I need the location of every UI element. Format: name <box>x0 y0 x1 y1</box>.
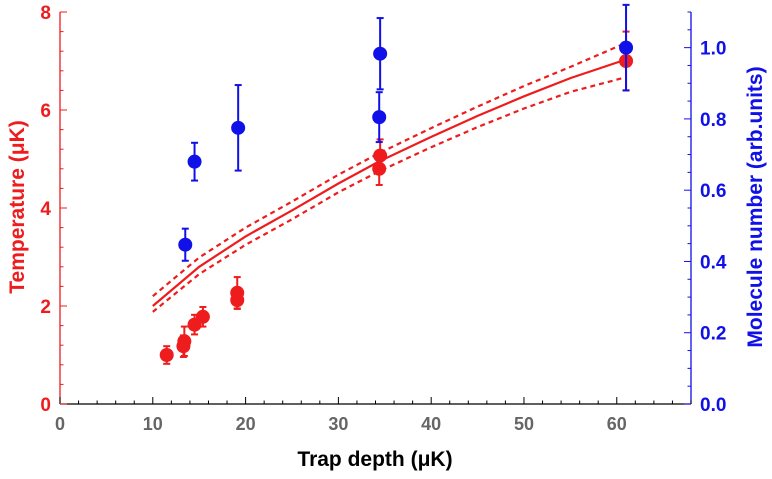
right-y-tick-label: 1.0 <box>700 39 726 60</box>
right-y-tick-label: 0.6 <box>700 181 726 202</box>
x-tick-label: 0 <box>55 414 65 434</box>
left-y-axis-label: Temperature (μK) <box>6 120 29 294</box>
left-y-tick-label: 4 <box>40 199 51 220</box>
molecule-data-point <box>372 110 387 125</box>
temperature-data-point <box>177 334 192 349</box>
data-points <box>159 3 634 365</box>
right-y-axis-label: Molecule number (arb.units) <box>744 66 767 347</box>
fit-bound-dashed-line <box>152 76 627 313</box>
temperature-data-point <box>373 148 388 163</box>
x-tick-label: 60 <box>607 414 627 434</box>
temperature-data-point <box>230 285 245 300</box>
x-axis-label: Trap depth (μK) <box>297 448 452 471</box>
molecule-data-point <box>187 154 202 169</box>
left-y-tick-label: 6 <box>40 101 51 122</box>
x-tick-label: 50 <box>514 414 534 434</box>
right-y-tick-label: 0.4 <box>700 252 727 273</box>
axis-labels: Trap depth (μK) Temperature (μK) Molecul… <box>6 66 767 471</box>
x-tick-label: 10 <box>143 414 163 434</box>
left-y-tick-label: 0 <box>40 395 51 416</box>
temperature-data-point <box>195 309 210 324</box>
molecule-data-point <box>178 237 193 252</box>
fit-bound-dashed-line <box>152 41 627 298</box>
left-y-tick-label: 2 <box>40 297 51 318</box>
right-y-tick-label: 0.0 <box>700 395 726 416</box>
right-y-tick-label: 0.8 <box>700 110 726 131</box>
axes: 0 10 20 30 40 50 60 0 2 4 6 8 0.0 0.2 0.4 0.6 0.8 1.0 <box>40 3 726 434</box>
temperature-data-point <box>159 348 174 362</box>
x-tick-label: 20 <box>236 414 256 434</box>
molecule-data-point <box>373 46 388 61</box>
molecule-data-point <box>231 120 246 135</box>
right-y-tick-label: 0.2 <box>700 324 726 345</box>
fit-solid-line <box>152 58 627 307</box>
left-y-tick-label: 8 <box>40 3 51 24</box>
fit-curves <box>152 41 627 313</box>
molecule-data-point <box>619 40 634 55</box>
x-tick-label: 40 <box>421 414 441 434</box>
x-tick-label: 30 <box>328 414 348 434</box>
